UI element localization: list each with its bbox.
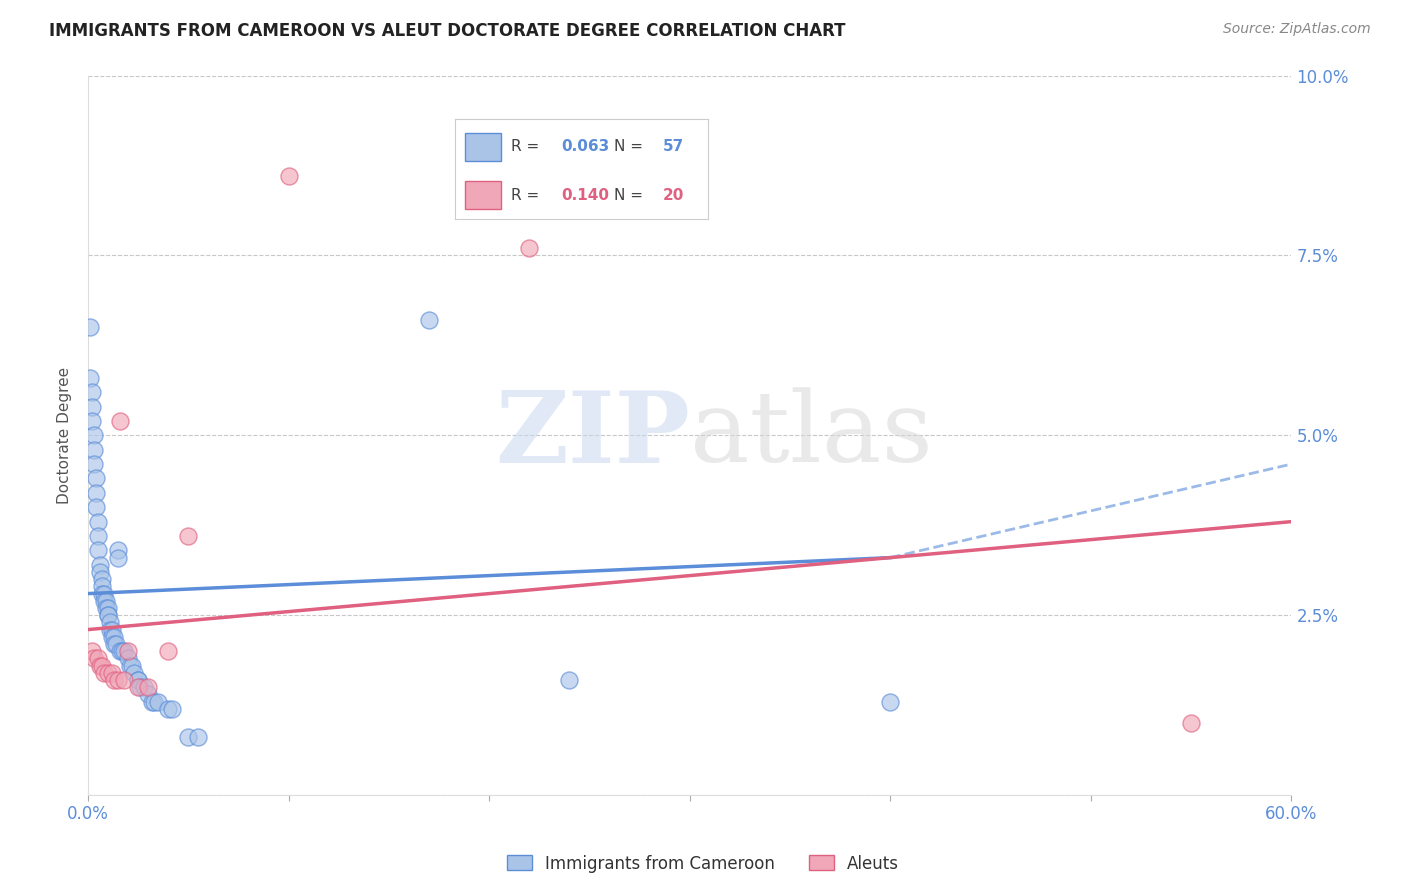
Legend: Immigrants from Cameroon, Aleuts: Immigrants from Cameroon, Aleuts: [501, 848, 905, 880]
Point: [141, 694, 163, 708]
Point: [84, 500, 107, 515]
Point: [127, 673, 149, 687]
Point: [127, 673, 149, 687]
Point: [157, 644, 180, 658]
Point: [97, 601, 120, 615]
Point: [82, 414, 104, 428]
Point: [82, 385, 104, 400]
Point: [84, 486, 107, 500]
Point: [91, 579, 114, 593]
Point: [79, 320, 101, 334]
Point: [101, 623, 124, 637]
Point: [134, 680, 156, 694]
Point: [89, 658, 111, 673]
Point: [187, 731, 209, 745]
Point: [558, 673, 581, 687]
Point: [97, 665, 120, 680]
Point: [98, 615, 121, 630]
Text: ZIP: ZIP: [495, 387, 690, 483]
Point: [89, 565, 111, 579]
Point: [87, 651, 110, 665]
Point: [91, 658, 114, 673]
Point: [162, 702, 184, 716]
Point: [84, 471, 107, 485]
Point: [117, 651, 139, 665]
Point: [105, 637, 128, 651]
Point: [112, 644, 135, 658]
Point: [1180, 716, 1202, 731]
Point: [96, 594, 118, 608]
Point: [121, 658, 143, 673]
Point: [110, 414, 132, 428]
Point: [79, 370, 101, 384]
Point: [111, 644, 134, 658]
Point: [110, 644, 132, 658]
Point: [82, 644, 104, 658]
Point: [124, 665, 146, 680]
Point: [97, 608, 120, 623]
Point: [519, 241, 541, 255]
Point: [83, 457, 105, 471]
Point: [148, 694, 170, 708]
Point: [136, 680, 159, 694]
Point: [177, 529, 200, 543]
Point: [93, 594, 115, 608]
Point: [91, 572, 114, 586]
Point: [120, 658, 142, 673]
Point: [91, 586, 114, 600]
Point: [143, 694, 166, 708]
Text: IMMIGRANTS FROM CAMEROON VS ALEUT DOCTORATE DEGREE CORRELATION CHART: IMMIGRANTS FROM CAMEROON VS ALEUT DOCTOR…: [49, 22, 846, 40]
Point: [83, 428, 105, 442]
Point: [879, 694, 901, 708]
Point: [129, 680, 152, 694]
Text: Source: ZipAtlas.com: Source: ZipAtlas.com: [1223, 22, 1371, 37]
Point: [98, 623, 121, 637]
Point: [101, 665, 124, 680]
Point: [87, 529, 110, 543]
Point: [107, 550, 129, 565]
Point: [101, 630, 124, 644]
Point: [97, 608, 120, 623]
Point: [117, 644, 139, 658]
Point: [157, 702, 180, 716]
Point: [177, 731, 200, 745]
Point: [96, 601, 118, 615]
Point: [82, 400, 104, 414]
Y-axis label: Doctorate Degree: Doctorate Degree: [58, 367, 72, 504]
Point: [107, 543, 129, 558]
Point: [112, 673, 135, 687]
Point: [277, 169, 299, 184]
Point: [87, 543, 110, 558]
Text: atlas: atlas: [690, 387, 932, 483]
Point: [418, 313, 440, 327]
Point: [93, 665, 115, 680]
Point: [136, 687, 159, 701]
Point: [107, 673, 129, 687]
Point: [103, 630, 125, 644]
Point: [127, 680, 149, 694]
Point: [103, 673, 125, 687]
Point: [83, 442, 105, 457]
Point: [87, 515, 110, 529]
Point: [83, 651, 105, 665]
Point: [103, 637, 125, 651]
Point: [93, 586, 115, 600]
Point: [89, 558, 111, 572]
